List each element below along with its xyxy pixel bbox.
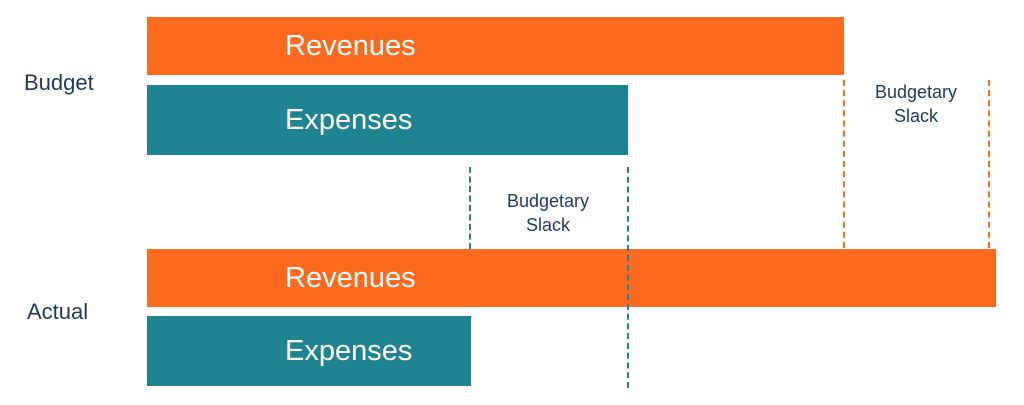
budget-slack-label-line2: Slack — [893, 106, 938, 126]
budget-revenues-label: Revenues — [285, 29, 416, 62]
budget-slack-boundary-right — [988, 80, 990, 248]
actual-row-label: Actual — [27, 299, 89, 324]
budget-revenues-bar: Revenues — [147, 17, 844, 75]
budget-slack-boundary-left — [843, 80, 845, 248]
actual-slack-boundary-right — [627, 167, 629, 388]
actual-expenses-label: Expenses — [285, 334, 413, 367]
actual-revenues-label: Revenues — [285, 261, 416, 294]
budget-expenses-bar: Expenses — [147, 85, 628, 155]
budget-row-label: Budget — [24, 70, 94, 95]
actual-slack-boundary-left — [469, 167, 471, 249]
budget-slack-label-line1: Budgetary — [874, 82, 958, 102]
actual-revenues-bar: Revenues — [147, 249, 996, 307]
actual-expenses-bar: Expenses — [147, 316, 471, 386]
actual-slack-label: Budgetary Slack — [480, 189, 616, 237]
actual-slack-label-line1: Budgetary — [506, 191, 590, 211]
actual-slack-label-line2: Slack — [525, 215, 570, 235]
budget-slack-label: Budgetary Slack — [858, 80, 974, 128]
budget-expenses-label: Expenses — [285, 103, 413, 136]
